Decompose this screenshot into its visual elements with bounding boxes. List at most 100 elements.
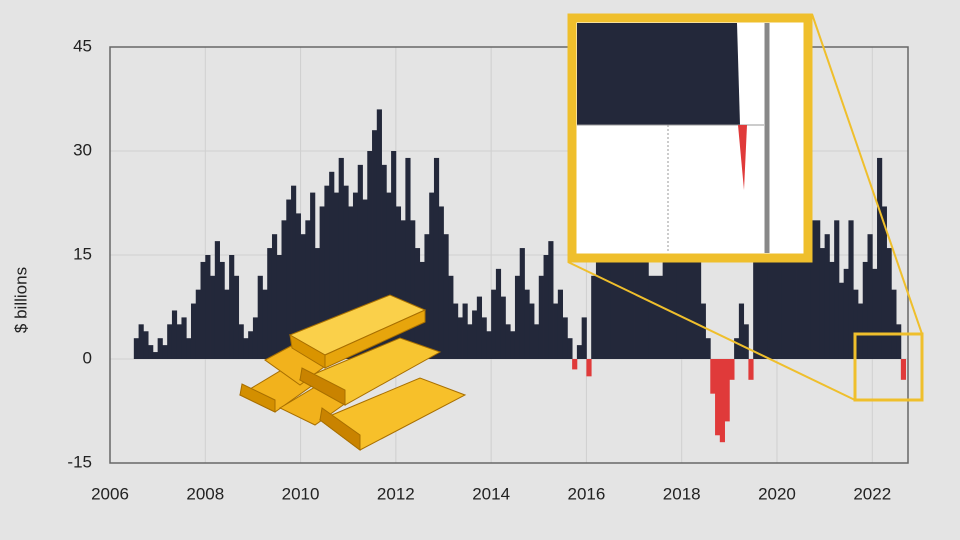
bar (143, 331, 149, 359)
bar (843, 268, 849, 359)
bar (252, 317, 259, 359)
bar (481, 317, 487, 359)
bar (562, 317, 568, 359)
bar (195, 289, 201, 359)
bar (229, 255, 235, 359)
bar (429, 192, 435, 359)
y-axis-label: $ billions (11, 267, 30, 333)
bar (824, 234, 830, 359)
bar (567, 338, 573, 359)
bar (581, 317, 587, 359)
bar (700, 303, 706, 359)
bar (286, 199, 292, 359)
bar (576, 345, 583, 359)
bar (753, 255, 768, 359)
bar (505, 324, 511, 359)
bar (291, 185, 297, 359)
bar (133, 338, 139, 359)
x-tick-label: 2010 (282, 484, 320, 503)
bar (214, 241, 220, 359)
bar (357, 164, 363, 359)
bar (719, 359, 725, 443)
bar (715, 359, 721, 436)
bar (896, 324, 902, 359)
x-tick-label: 2022 (853, 484, 891, 503)
y-tick-label: 15 (73, 244, 92, 263)
bar (857, 303, 864, 359)
y-tick-label: 45 (73, 36, 92, 55)
bar (205, 255, 211, 359)
bar (190, 303, 197, 359)
bar (400, 220, 406, 359)
bar (138, 324, 144, 359)
bar (367, 151, 373, 359)
bar (162, 345, 168, 359)
bar (405, 157, 411, 359)
y-tick-label: 0 (83, 348, 92, 367)
bar (276, 255, 282, 359)
bar (338, 157, 344, 359)
zoom-inset (567, 13, 924, 402)
bar (886, 248, 892, 359)
bar (224, 289, 230, 359)
bar (734, 338, 740, 359)
bar (376, 109, 382, 360)
bar (343, 185, 349, 359)
bar (624, 234, 635, 359)
bar (514, 275, 521, 359)
bar (648, 275, 664, 359)
bar (333, 192, 340, 359)
x-tick-label: 2020 (758, 484, 796, 503)
bar (495, 268, 502, 359)
bar (319, 206, 325, 359)
bar (157, 338, 163, 359)
bar (219, 261, 225, 359)
x-tick-label: 2018 (663, 484, 701, 503)
bar (443, 234, 449, 359)
bar (881, 206, 887, 359)
x-tick-label: 2006 (91, 484, 129, 503)
bar (877, 157, 883, 359)
bar (634, 255, 649, 359)
bar (262, 289, 268, 359)
bar (238, 324, 244, 359)
bar (848, 220, 854, 359)
bar (834, 220, 840, 359)
bar (152, 352, 159, 359)
bar (314, 248, 321, 359)
bar (295, 213, 301, 359)
y-tick-label: 30 (73, 140, 92, 159)
bar (900, 359, 907, 380)
bar (200, 261, 206, 359)
bar (743, 324, 749, 359)
bar (210, 275, 216, 359)
bar (448, 275, 454, 359)
bar (414, 248, 421, 359)
bar (557, 289, 563, 359)
bar (710, 359, 716, 394)
bar (462, 303, 468, 359)
bar (148, 345, 154, 359)
bar (548, 241, 554, 359)
bar (529, 303, 535, 359)
bar (738, 303, 745, 359)
bar (243, 338, 249, 359)
x-tick-label: 2016 (568, 484, 606, 503)
bar (281, 220, 287, 359)
bar (853, 289, 859, 359)
bar (543, 255, 549, 359)
x-tick-label: 2014 (472, 484, 510, 503)
bar (872, 268, 878, 359)
bar (838, 282, 845, 359)
bar (348, 206, 354, 359)
bar (534, 324, 540, 359)
bar (171, 310, 178, 359)
bar (691, 248, 702, 359)
bar (352, 192, 359, 359)
bar (362, 199, 368, 359)
bar (796, 234, 811, 359)
bar (891, 289, 897, 359)
y-tick-label: -15 (67, 452, 92, 471)
